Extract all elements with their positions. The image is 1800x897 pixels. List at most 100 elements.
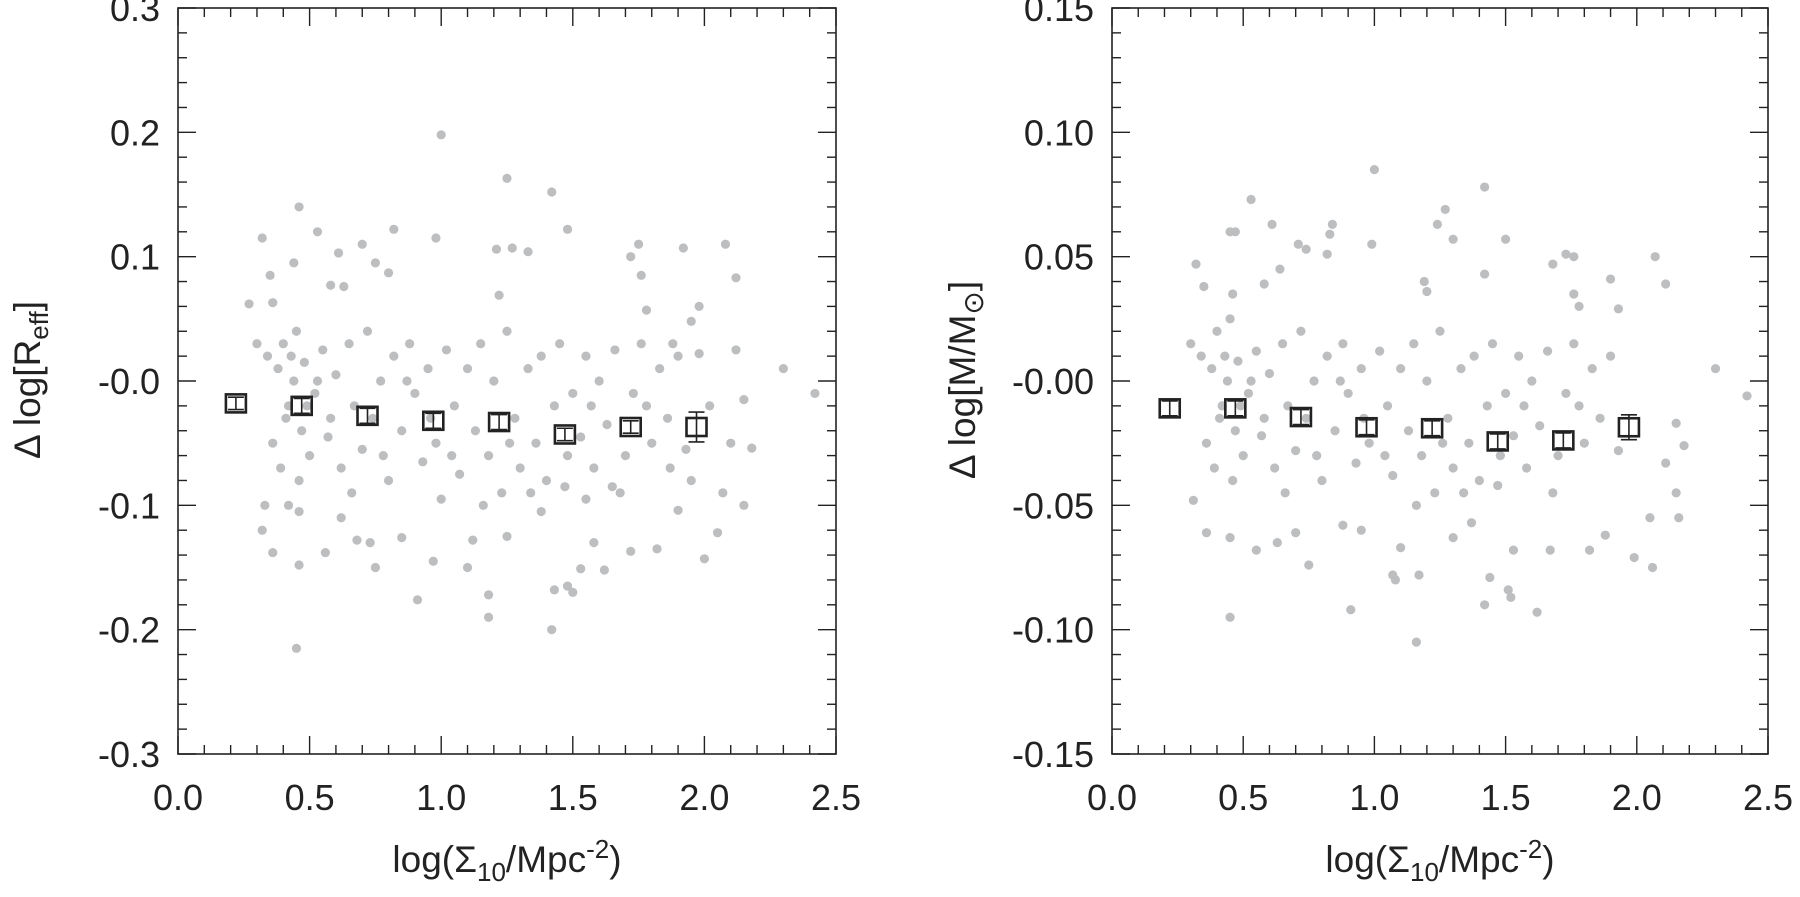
y-tick-label: -0.1 bbox=[98, 485, 160, 526]
data-point bbox=[1207, 363, 1217, 374]
data-point bbox=[1671, 418, 1681, 428]
y-tick-label: 0.2 bbox=[110, 112, 160, 153]
data-point bbox=[1435, 326, 1445, 336]
y-label-close: ] bbox=[7, 301, 48, 311]
data-point bbox=[1225, 314, 1235, 324]
data-point bbox=[431, 438, 441, 448]
data-point bbox=[1228, 289, 1238, 299]
data-point bbox=[1532, 607, 1542, 617]
data-point bbox=[562, 581, 573, 591]
data-point bbox=[1272, 538, 1282, 548]
binned-point bbox=[619, 416, 643, 438]
data-point bbox=[599, 565, 609, 575]
data-point bbox=[1220, 351, 1230, 361]
data-point bbox=[1212, 326, 1222, 336]
bin-marker-square bbox=[553, 424, 577, 445]
data-point bbox=[291, 326, 302, 336]
y-label-close: ] bbox=[942, 281, 983, 291]
x-tick-label: 1.5 bbox=[1481, 777, 1531, 818]
data-point bbox=[607, 482, 617, 492]
data-point bbox=[1443, 413, 1453, 423]
binned-point bbox=[1420, 417, 1444, 439]
data-point bbox=[1506, 592, 1516, 602]
data-point bbox=[260, 500, 270, 510]
data-point bbox=[1335, 376, 1345, 386]
data-point bbox=[1259, 279, 1269, 289]
data-point bbox=[1448, 463, 1458, 473]
data-point bbox=[1480, 182, 1490, 192]
data-point bbox=[681, 444, 691, 454]
data-point bbox=[626, 252, 636, 262]
data-point bbox=[302, 401, 312, 411]
data-point bbox=[1209, 463, 1219, 473]
data-point bbox=[412, 595, 423, 605]
data-point bbox=[778, 363, 788, 374]
data-point bbox=[562, 451, 573, 461]
data-point bbox=[547, 625, 557, 635]
x-tick-label: 2.5 bbox=[1743, 777, 1793, 818]
bin-marker-square bbox=[1158, 398, 1182, 419]
data-point bbox=[615, 488, 625, 498]
data-point bbox=[1480, 600, 1490, 610]
data-point bbox=[1629, 552, 1639, 563]
data-point bbox=[1521, 463, 1532, 473]
data-point bbox=[326, 413, 336, 423]
data-point bbox=[699, 554, 710, 564]
data-point bbox=[1246, 376, 1256, 386]
bin-marker-square bbox=[1224, 398, 1247, 419]
data-point bbox=[1650, 252, 1660, 262]
data-point bbox=[1346, 605, 1356, 615]
data-point bbox=[1561, 249, 1571, 259]
data-point bbox=[1367, 239, 1377, 249]
x-label-superscript: -2 bbox=[1519, 834, 1542, 864]
x-tick-label: 1.5 bbox=[548, 777, 598, 818]
data-point bbox=[1595, 413, 1605, 423]
data-point bbox=[383, 475, 394, 486]
data-point bbox=[1411, 500, 1421, 510]
data-point bbox=[502, 173, 512, 183]
data-point bbox=[294, 560, 304, 570]
data-point bbox=[1535, 421, 1545, 431]
data-point bbox=[1600, 530, 1610, 540]
data-point bbox=[1338, 520, 1348, 530]
data-point bbox=[1487, 339, 1498, 349]
data-point bbox=[562, 224, 573, 234]
data-point bbox=[636, 270, 646, 280]
data-point bbox=[1325, 229, 1335, 239]
data-point bbox=[283, 500, 294, 510]
data-point bbox=[252, 339, 262, 349]
data-point bbox=[1574, 401, 1584, 411]
data-point bbox=[326, 280, 336, 290]
data-point bbox=[568, 388, 578, 399]
data-point bbox=[1661, 458, 1671, 468]
data-point bbox=[720, 239, 731, 249]
data-point bbox=[636, 339, 646, 349]
binned-point bbox=[685, 411, 708, 443]
data-point bbox=[1474, 475, 1484, 486]
data-point bbox=[628, 388, 638, 399]
data-point bbox=[1270, 463, 1280, 473]
bin-marker-square bbox=[1552, 430, 1575, 451]
data-point bbox=[1501, 388, 1511, 399]
data-point bbox=[1440, 204, 1450, 215]
data-point bbox=[581, 494, 591, 504]
data-point bbox=[1304, 560, 1314, 570]
bin-marker-square bbox=[224, 393, 248, 414]
bin-marker-square bbox=[487, 411, 511, 433]
x-tick-label: 0.0 bbox=[1087, 777, 1137, 818]
bin-marker-square bbox=[422, 410, 445, 432]
data-point bbox=[581, 351, 591, 361]
axis-ticks bbox=[177, 7, 837, 755]
y-label-subscript: eff bbox=[24, 310, 54, 339]
data-point bbox=[428, 556, 438, 566]
data-point bbox=[1414, 570, 1424, 580]
data-point bbox=[1579, 438, 1589, 448]
data-point bbox=[1369, 165, 1379, 175]
data-point bbox=[1382, 401, 1393, 411]
data-point bbox=[257, 233, 267, 243]
data-point bbox=[1501, 234, 1511, 244]
data-point bbox=[352, 535, 362, 545]
data-point bbox=[331, 370, 341, 380]
data-point bbox=[1196, 351, 1206, 361]
data-point bbox=[1671, 488, 1681, 498]
